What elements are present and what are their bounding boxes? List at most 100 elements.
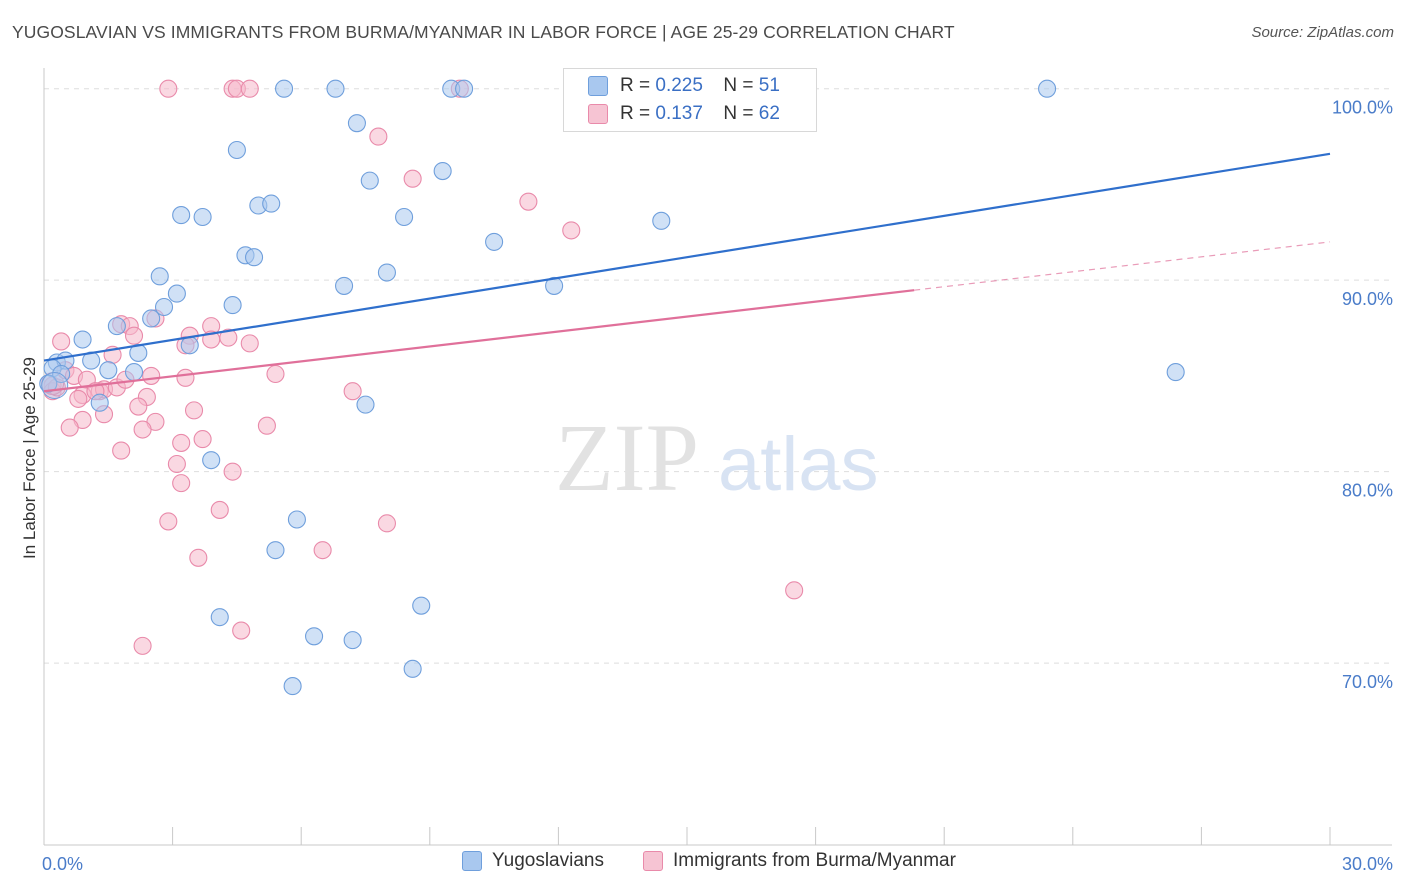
yugoslavian-point xyxy=(275,79,294,98)
r-label: R = xyxy=(620,75,651,96)
burma-point xyxy=(240,334,259,353)
r-value: 0.225 xyxy=(655,75,703,96)
yugoslavian-point xyxy=(90,393,109,412)
x-tick-label: 30.0% xyxy=(1342,854,1393,874)
n-value: 62 xyxy=(758,103,780,124)
blue-swatch xyxy=(462,851,482,871)
burma-point xyxy=(176,368,195,387)
yugoslavian-point xyxy=(227,140,246,160)
watermark-zip: ZIP xyxy=(555,404,699,511)
r-label: R = xyxy=(620,103,651,124)
trend-line-solid xyxy=(43,152,1331,362)
yugoslavian-point xyxy=(335,276,354,295)
burma-point xyxy=(112,441,131,460)
yugoslavian-point xyxy=(283,677,302,696)
source-label: Source: ZipAtlas.com xyxy=(1251,24,1394,41)
yugoslavian-point xyxy=(347,114,366,133)
pink-swatch xyxy=(588,104,608,124)
yugoslavian-point xyxy=(305,627,324,646)
watermark: ZIP atlas xyxy=(555,404,879,511)
yugoslavian-point xyxy=(403,659,422,678)
bottom-legend: Yugoslavians Immigrants from Burma/Myanm… xyxy=(0,850,1406,878)
stats-legend: R = 0.225 N = 51 R = 0.137 N = 62 xyxy=(563,68,817,132)
burma-point xyxy=(343,382,362,401)
y-tick-labels: 100.0% 90.0% 80.0% 70.0% xyxy=(1332,98,1393,692)
yugoslavian-point xyxy=(124,363,144,382)
yugoslavian-point xyxy=(107,317,126,336)
yugoslavian-point xyxy=(1166,363,1185,382)
burma-point xyxy=(52,332,71,351)
burma-point xyxy=(232,621,251,640)
trend-lines xyxy=(43,152,1331,393)
legend-label: Yugoslavians xyxy=(492,850,604,871)
x-tick-label: 0.0% xyxy=(42,854,83,874)
burma-point xyxy=(193,430,212,449)
burma-point xyxy=(172,433,191,452)
burma-point xyxy=(240,79,259,98)
yugoslavian-point xyxy=(99,361,118,380)
burma-point xyxy=(124,326,144,345)
yugoslavian-cluster-point xyxy=(41,371,69,399)
burma-point xyxy=(266,364,285,384)
burma-point xyxy=(219,328,238,347)
yugoslavian-point xyxy=(412,596,431,615)
yugoslavian-point xyxy=(287,510,306,529)
burma-point xyxy=(129,397,148,416)
stats-row-burma: R = 0.137 N = 62 xyxy=(588,101,780,127)
yugoslavian-point xyxy=(360,171,379,190)
watermark-atlas: atlas xyxy=(718,422,879,507)
burma-point xyxy=(313,541,332,560)
trend-line-dashed xyxy=(914,241,1331,291)
y-tick-label: 100.0% xyxy=(1332,98,1393,118)
blue-swatch xyxy=(588,76,608,96)
stats-row-yugoslavians: R = 0.225 N = 51 xyxy=(588,73,780,99)
yugoslavian-point xyxy=(485,232,504,251)
yugoslavian-point xyxy=(142,309,161,328)
burma-point xyxy=(172,474,191,493)
yugoslavian-point xyxy=(167,284,186,303)
legend-item-yugoslavians[interactable]: Yugoslavians xyxy=(462,850,604,872)
yugoslavian-point xyxy=(266,541,285,560)
yugoslavian-point xyxy=(172,206,191,225)
burma-point xyxy=(403,169,422,188)
yugoslavian-point xyxy=(39,374,58,393)
legend-label: Immigrants from Burma/Myanmar xyxy=(673,850,956,871)
yugoslavian-point xyxy=(455,79,474,98)
yugoslavian-point xyxy=(150,267,169,286)
burma-point xyxy=(223,462,242,481)
yugoslavian-point xyxy=(210,608,229,627)
burma-point xyxy=(133,420,152,439)
burma-point xyxy=(562,221,581,240)
yugoslavian-point xyxy=(395,207,414,227)
legend-item-burma[interactable]: Immigrants from Burma/Myanmar xyxy=(643,850,956,872)
y-tick-label: 90.0% xyxy=(1342,289,1393,309)
axes xyxy=(43,68,1392,846)
yugoslavian-point xyxy=(326,79,345,98)
n-value: 51 xyxy=(758,75,780,96)
burma-point xyxy=(189,548,208,567)
burma-point xyxy=(377,514,396,533)
burma-point xyxy=(519,192,538,211)
yugoslavian-point xyxy=(356,395,375,414)
burma-point xyxy=(60,418,79,437)
burma-point xyxy=(184,401,204,420)
yugoslavian-point xyxy=(652,211,671,230)
y-axis-label: In Labor Force | Age 25-29 xyxy=(20,357,39,559)
burma-point xyxy=(785,581,804,600)
burma-point xyxy=(133,636,152,655)
chart-title: YUGOSLAVIAN VS IMMIGRANTS FROM BURMA/MYA… xyxy=(12,22,955,42)
yugoslavian-point xyxy=(343,631,362,650)
pink-swatch xyxy=(643,851,663,871)
trend-line-solid xyxy=(43,289,915,393)
yugoslavian-point xyxy=(223,296,242,315)
x-tick-labels: 0.0% 30.0% xyxy=(42,854,1393,874)
n-label: N = xyxy=(723,103,754,124)
yugoslavian-point xyxy=(73,330,92,349)
burma-point xyxy=(159,512,178,531)
n-label: N = xyxy=(723,75,754,96)
series-yugoslavians-points xyxy=(39,79,1185,696)
burma-point xyxy=(167,454,186,474)
burma-point xyxy=(210,500,229,519)
burma-point xyxy=(369,127,388,146)
